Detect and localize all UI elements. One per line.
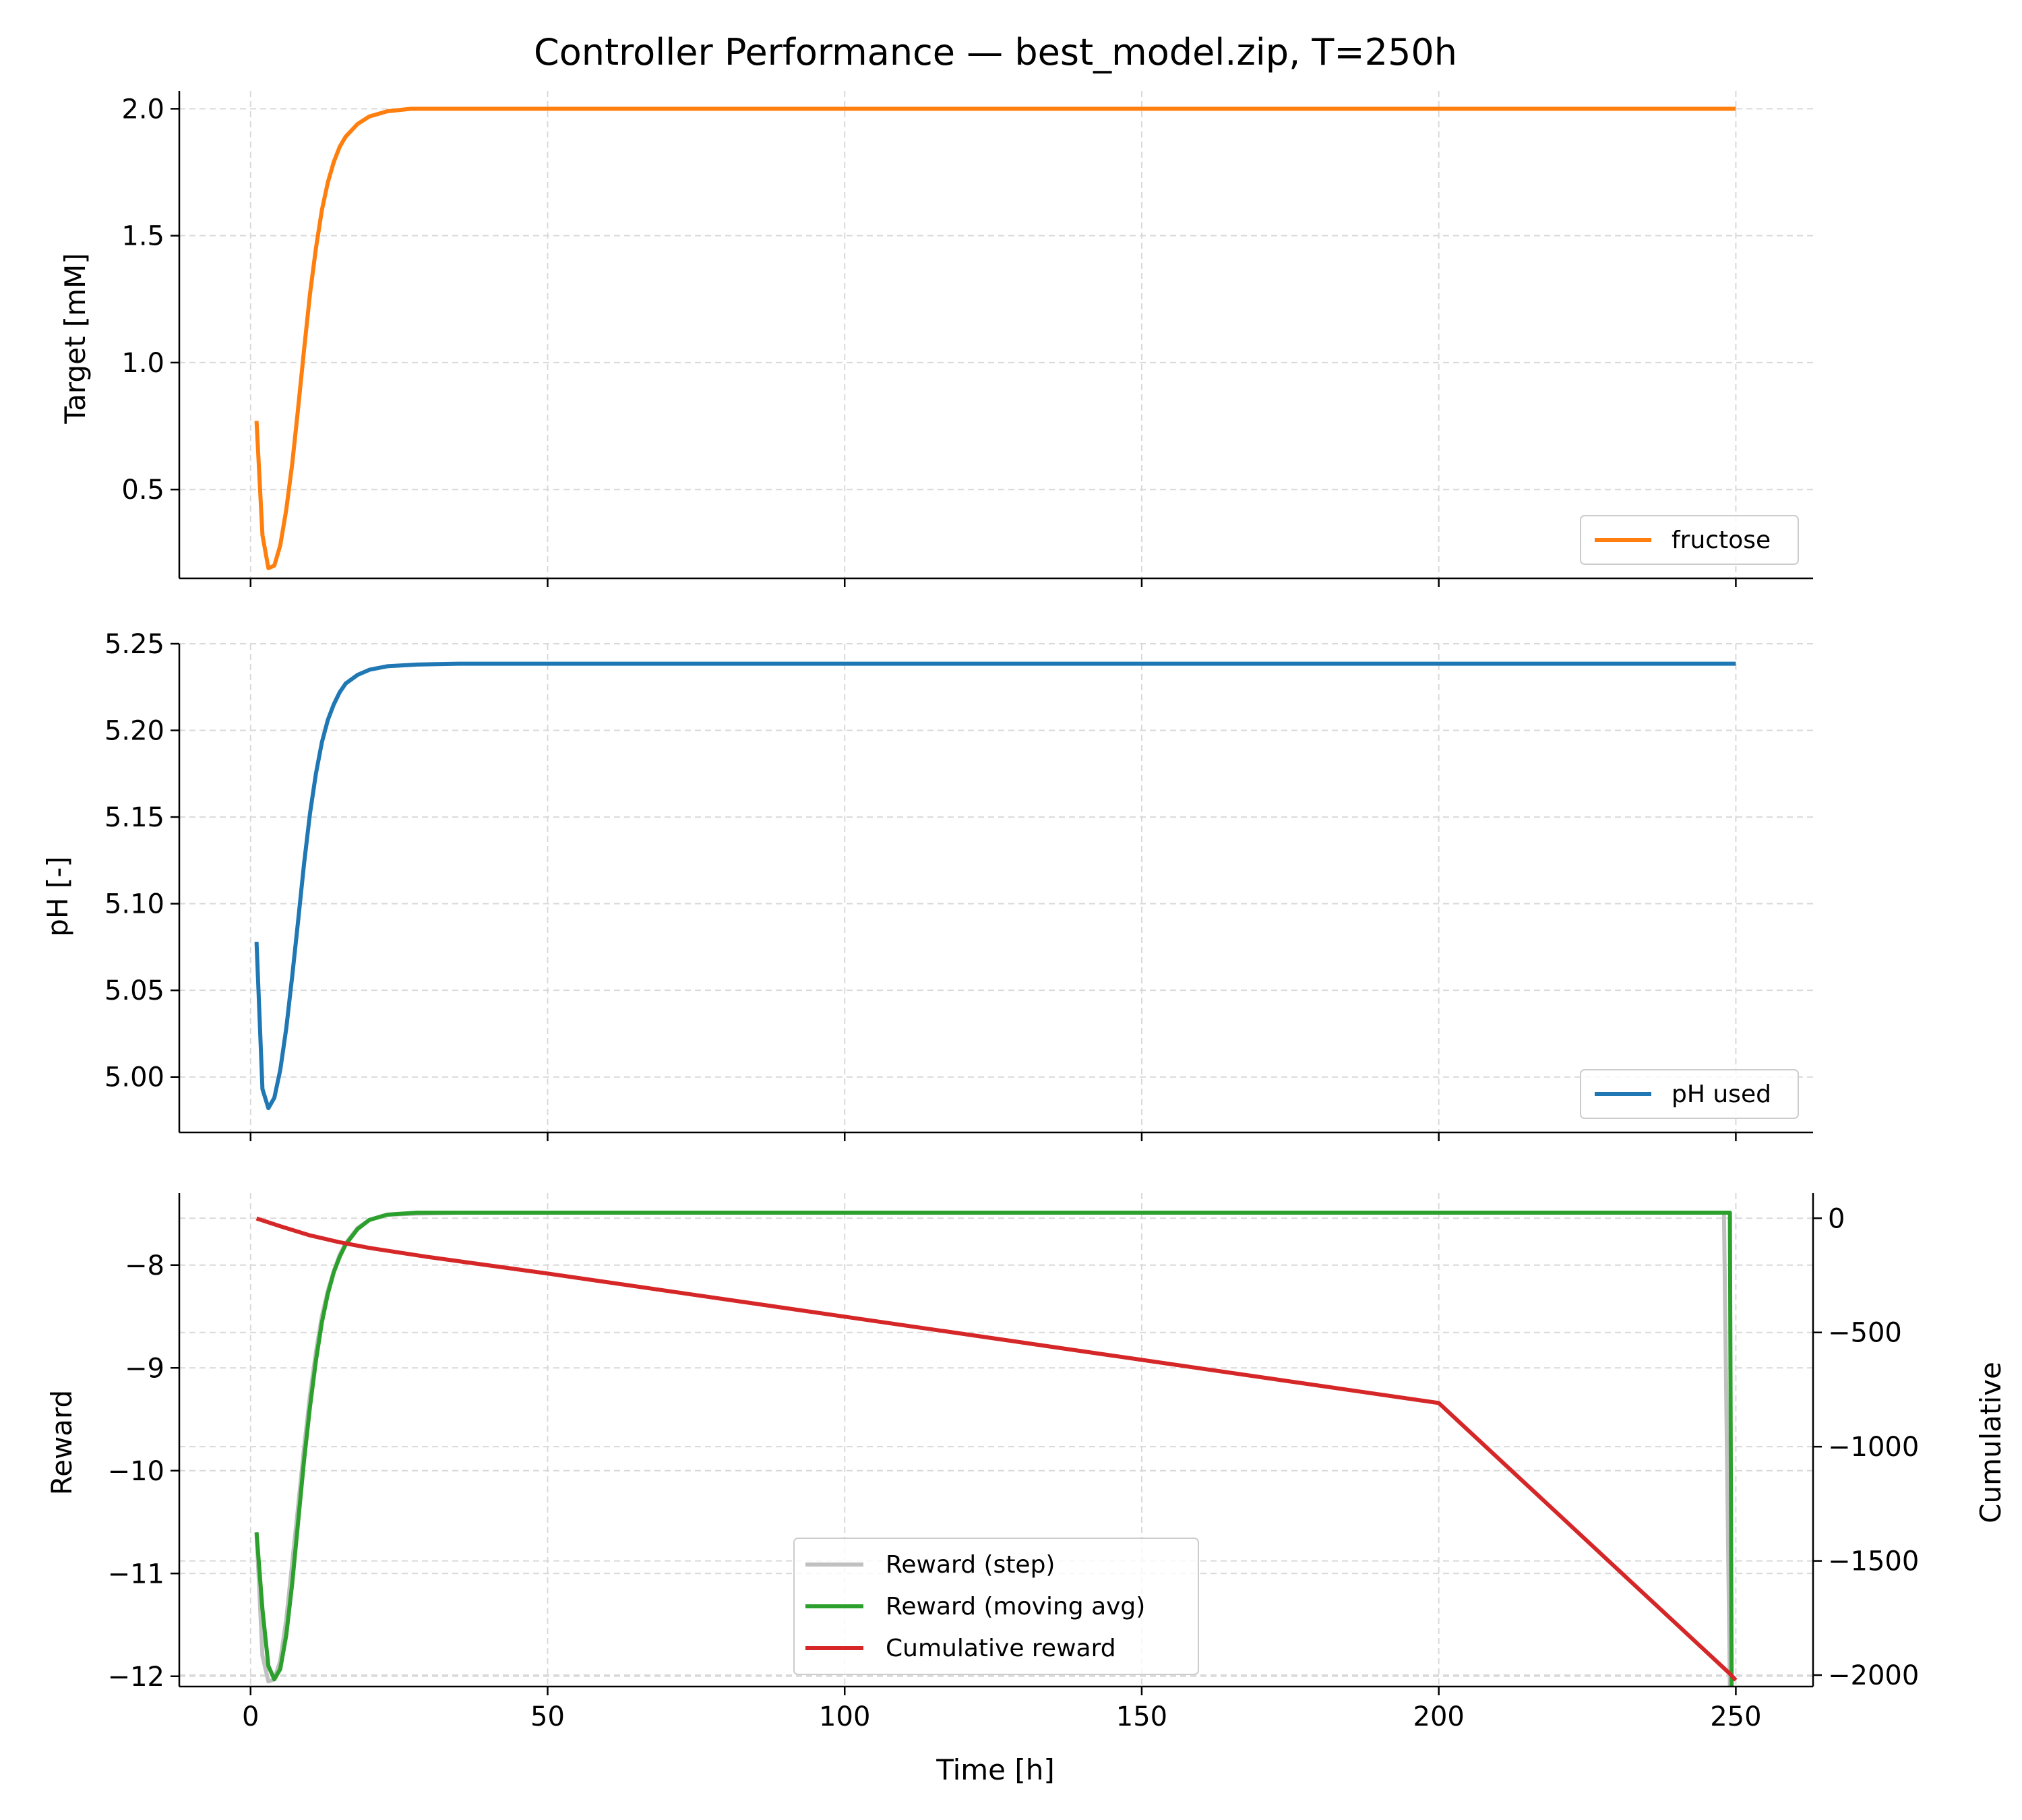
panel-reward: −12 −11 −10 −9 −8 −2000 −1500 −1000 −500 0 0 50 100 1…: [45, 1193, 2007, 1786]
legend-label-reward-step: Reward (step): [886, 1551, 1055, 1579]
panel-target: 0.5 1.0 1.5 2.0 Target [mM] fructose: [59, 91, 1813, 587]
x-tick-label: 50: [530, 1701, 565, 1732]
panel-reward-grid: [179, 1193, 1813, 1687]
panel-target-axes: 0.5 1.0 1.5 2.0: [121, 91, 1813, 587]
panel-target-ylabel: Target [mM]: [59, 253, 92, 424]
panel-ph-ylabel: pH [-]: [41, 856, 74, 937]
y-tick-label: 5.05: [104, 975, 164, 1006]
y-tick-label: 2.0: [121, 94, 164, 125]
y-tick-label: −9: [125, 1353, 164, 1384]
legend-box: [1580, 515, 1799, 565]
legend-label-ph-used: pH used: [1672, 1081, 1771, 1108]
legend-label-cumulative: Cumulative reward: [886, 1635, 1116, 1662]
x-tick-label: 200: [1413, 1701, 1465, 1732]
y-tick-label: 5.25: [104, 629, 164, 660]
panel-ph-axes: 5.00 5.05 5.10 5.15 5.20 5.25: [104, 629, 1813, 1141]
y-tick-label: 5.15: [104, 802, 164, 833]
series-line-ph-used: [254, 661, 1736, 1110]
panel-reward-ylabel: Reward: [45, 1390, 78, 1495]
y-tick-label: −12: [108, 1662, 164, 1693]
panel-ph-grid: [179, 643, 1813, 1132]
y-tick-label: 5.10: [104, 889, 164, 920]
y-tick-label: −8: [125, 1250, 164, 1281]
panel-target-legend: fructose: [1580, 515, 1799, 565]
y2-tick-label: −1000: [1828, 1432, 1919, 1463]
legend-box: [1580, 1069, 1799, 1119]
panel-ph-series: [254, 661, 1736, 1110]
x-tick-label: 100: [819, 1701, 870, 1732]
y-tick-label: 5.20: [104, 716, 164, 747]
y-tick-label: 0.5: [121, 475, 164, 506]
x-tick-label: 250: [1710, 1701, 1761, 1732]
panel-reward-xlabel: Time [h]: [936, 1753, 1055, 1786]
y-tick-label: 5.00: [104, 1062, 164, 1093]
chart-title: Controller Performance — best_model.zip,…: [534, 31, 1457, 73]
y-tick-label: 1.0: [121, 348, 164, 379]
y2-tick-label: −500: [1828, 1318, 1902, 1349]
panel-reward-y2label: Cumulative: [1974, 1362, 2007, 1523]
panel-target-series: [254, 107, 1736, 570]
y2-tick-label: 0: [1828, 1203, 1845, 1234]
series-line-reward-moving-avg: [254, 1211, 1734, 1687]
panel-reward-axes: −12 −11 −10 −9 −8 −2000 −1500 −1000 −500 0 0 50 100 1…: [108, 1193, 1919, 1732]
panel-ph: 5.00 5.05 5.10 5.15 5.20 5.25 pH [-] pH used: [41, 629, 1813, 1141]
y2-tick-label: −2000: [1828, 1660, 1919, 1691]
panel-reward-legend: Reward (step) Reward (moving avg) Cumula…: [793, 1538, 1199, 1675]
series-line-cumulative-reward: [255, 1216, 1738, 1682]
legend-label-reward-avg: Reward (moving avg): [886, 1593, 1145, 1620]
panel-reward-series: [254, 1211, 1738, 1687]
series-line-fructose: [254, 107, 1736, 570]
panel-target-grid: [179, 91, 1813, 578]
x-tick-label: 150: [1116, 1701, 1167, 1732]
panel-ph-legend: pH used: [1580, 1069, 1799, 1119]
y-tick-label: −11: [108, 1558, 164, 1589]
y2-tick-label: −1500: [1828, 1546, 1919, 1577]
y-tick-label: −10: [108, 1456, 164, 1487]
x-tick-label: 0: [242, 1701, 259, 1732]
legend-box: [793, 1538, 1199, 1675]
y-tick-label: 1.5: [121, 221, 164, 252]
legend-label-fructose: fructose: [1672, 526, 1771, 554]
